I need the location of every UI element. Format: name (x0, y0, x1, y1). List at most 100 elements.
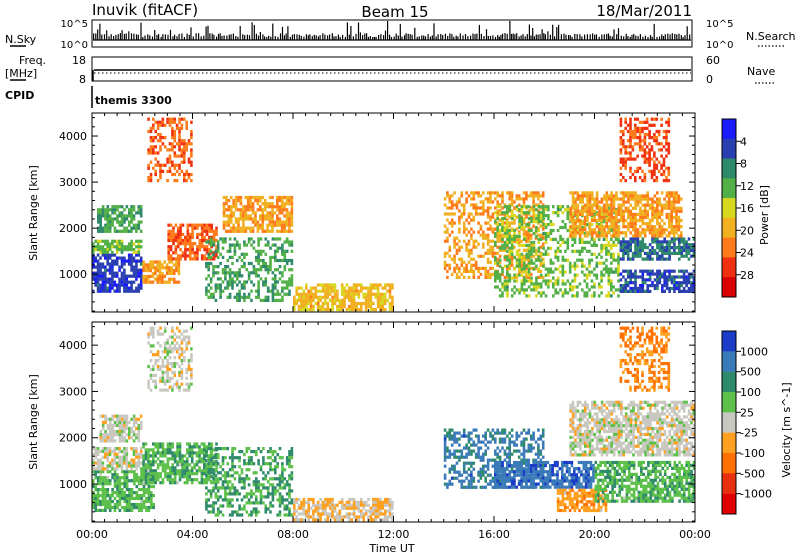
velocity-cell-r3 (144, 451, 148, 455)
power-cell-r2 (118, 223, 121, 227)
velocity-cell-r2 (123, 426, 126, 431)
power-cell-r6 (283, 268, 287, 272)
power-cell-r5 (173, 133, 177, 137)
velocity-cell-r3 (156, 448, 160, 452)
power-cell-r7 (290, 220, 294, 224)
power-cell-r4 (169, 229, 173, 233)
power-cell-r6 (228, 243, 232, 247)
power-cell-r10 (576, 285, 579, 289)
power-cell-r6 (281, 271, 284, 275)
power-cell-r6 (264, 277, 268, 281)
power-cell-r1 (139, 245, 143, 249)
power-cell-r14 (667, 179, 671, 183)
noise-bar (462, 35, 464, 40)
power-cell-r10 (552, 228, 555, 233)
power-cell-r9 (529, 254, 533, 258)
power-cell-r13 (658, 203, 661, 207)
power-cell-r9 (470, 233, 473, 237)
power-cell-r9 (539, 263, 543, 267)
velocity-cell-r2 (106, 417, 110, 421)
power-cell-r2 (139, 205, 143, 209)
power-cell-r14 (648, 169, 651, 173)
power-cell-r11 (634, 286, 637, 291)
power-cell-r13 (639, 231, 642, 235)
power-cell-r9 (498, 248, 502, 252)
power-cell-r6 (262, 261, 265, 266)
power-cell-r6 (233, 252, 237, 256)
power-cell-r10 (539, 285, 543, 289)
power-cell-r9 (443, 260, 447, 264)
power-cell-r13 (607, 203, 611, 207)
power-cell-r10 (547, 273, 550, 277)
power-cell-r13 (656, 212, 659, 216)
velocity-cell-r1 (115, 455, 119, 459)
noise-bar (315, 35, 317, 40)
power-cell-r12 (643, 251, 647, 255)
power-cell-r2 (108, 226, 112, 230)
power-cell-r12 (675, 246, 679, 250)
power-cell-r6 (236, 258, 239, 263)
power-cell-r8 (340, 304, 344, 309)
power-cell-r9 (503, 248, 507, 252)
power-cell-r12 (673, 243, 676, 247)
power-cell-r7 (222, 205, 226, 209)
power-cell-r13 (574, 203, 577, 207)
power-cell-r10 (583, 246, 586, 250)
noise-bar (489, 35, 492, 40)
power-cell-r6 (283, 258, 287, 263)
power-cell-r6 (209, 255, 213, 259)
power-cell-r0 (113, 280, 117, 284)
power-cell-r10 (581, 288, 584, 292)
power-cell-r13 (663, 206, 666, 210)
power-cell-r10 (547, 252, 550, 256)
power-cell-r10 (590, 285, 594, 289)
power-cell-r10 (532, 240, 536, 244)
power-cell-r9 (525, 197, 528, 201)
power-cell-r6 (283, 240, 287, 244)
power-cell-r9 (532, 203, 535, 207)
power-cell-r6 (252, 268, 256, 272)
power-cell-r9 (491, 266, 495, 270)
power-cell-r10 (566, 258, 570, 262)
velocity-cell-r1 (120, 458, 124, 462)
power-cell-r1 (123, 248, 126, 252)
noise-bar (319, 35, 321, 40)
velocity-cell-r3 (154, 442, 157, 446)
power-cell-r0 (135, 262, 138, 266)
velocity-cell-r0 (101, 491, 105, 495)
power-cell-r12 (629, 246, 632, 250)
power-cell-r11 (622, 289, 625, 293)
velocity-cell-r1 (120, 461, 124, 465)
power-cell-r12 (687, 243, 691, 247)
power-cell-r3 (165, 280, 169, 284)
power-cell-r8 (369, 286, 373, 290)
power-cell-r5 (154, 169, 157, 173)
power-cell-r10 (610, 282, 613, 286)
power-cell-r9 (455, 206, 459, 210)
noise-bar (317, 36, 319, 40)
power-cell-r0 (120, 283, 124, 287)
power-cell-r5 (147, 148, 150, 152)
velocity-cell-r0 (99, 488, 102, 492)
noise-bar (151, 36, 154, 40)
power-cell-r9 (472, 194, 476, 198)
power-cell-r10 (607, 294, 611, 298)
power-cell-r7 (288, 199, 291, 203)
power-cell-r10 (556, 279, 560, 283)
noise-bar (303, 36, 305, 40)
velocity-cell-r0 (130, 470, 134, 474)
power-cell-r12 (648, 257, 652, 261)
power-cell-r12 (678, 257, 681, 261)
power-cell-r2 (111, 217, 114, 221)
power-cell-r9 (522, 248, 526, 252)
power-cell-r6 (233, 274, 237, 278)
power-cell-r5 (154, 172, 157, 177)
power-cell-r0 (123, 283, 126, 287)
velocity-cell-r0 (108, 482, 112, 486)
power-cell-r7 (246, 214, 250, 218)
velocity-cell-r0 (147, 482, 151, 486)
power-cell-r6 (278, 237, 282, 241)
power-cell-r6 (245, 268, 249, 272)
noise-bar (401, 36, 403, 40)
power-cell-r7 (242, 229, 245, 233)
